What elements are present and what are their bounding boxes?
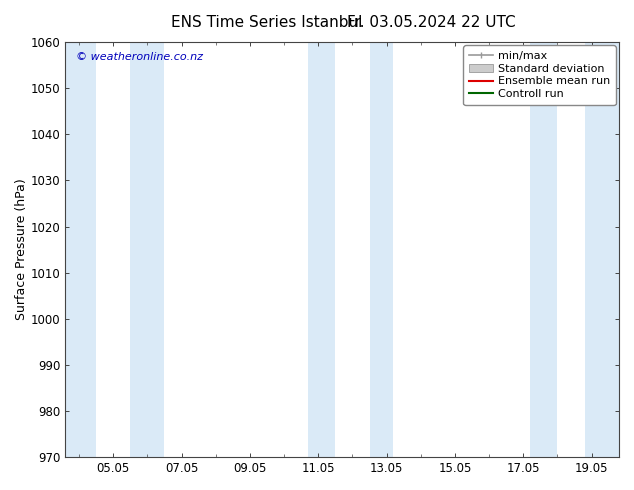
- Text: © weatheronline.co.nz: © weatheronline.co.nz: [77, 52, 204, 62]
- Bar: [585, 42, 619, 457]
- Y-axis label: Surface Pressure (hPa): Surface Pressure (hPa): [15, 179, 28, 320]
- Bar: [530, 42, 557, 457]
- Bar: [65, 42, 96, 457]
- Bar: [370, 42, 394, 457]
- Text: ENS Time Series Istanbul: ENS Time Series Istanbul: [171, 15, 362, 30]
- Bar: [131, 42, 164, 457]
- Text: Fr. 03.05.2024 22 UTC: Fr. 03.05.2024 22 UTC: [347, 15, 515, 30]
- Legend: min/max, Standard deviation, Ensemble mean run, Controll run: min/max, Standard deviation, Ensemble me…: [463, 46, 616, 105]
- Bar: [308, 42, 335, 457]
